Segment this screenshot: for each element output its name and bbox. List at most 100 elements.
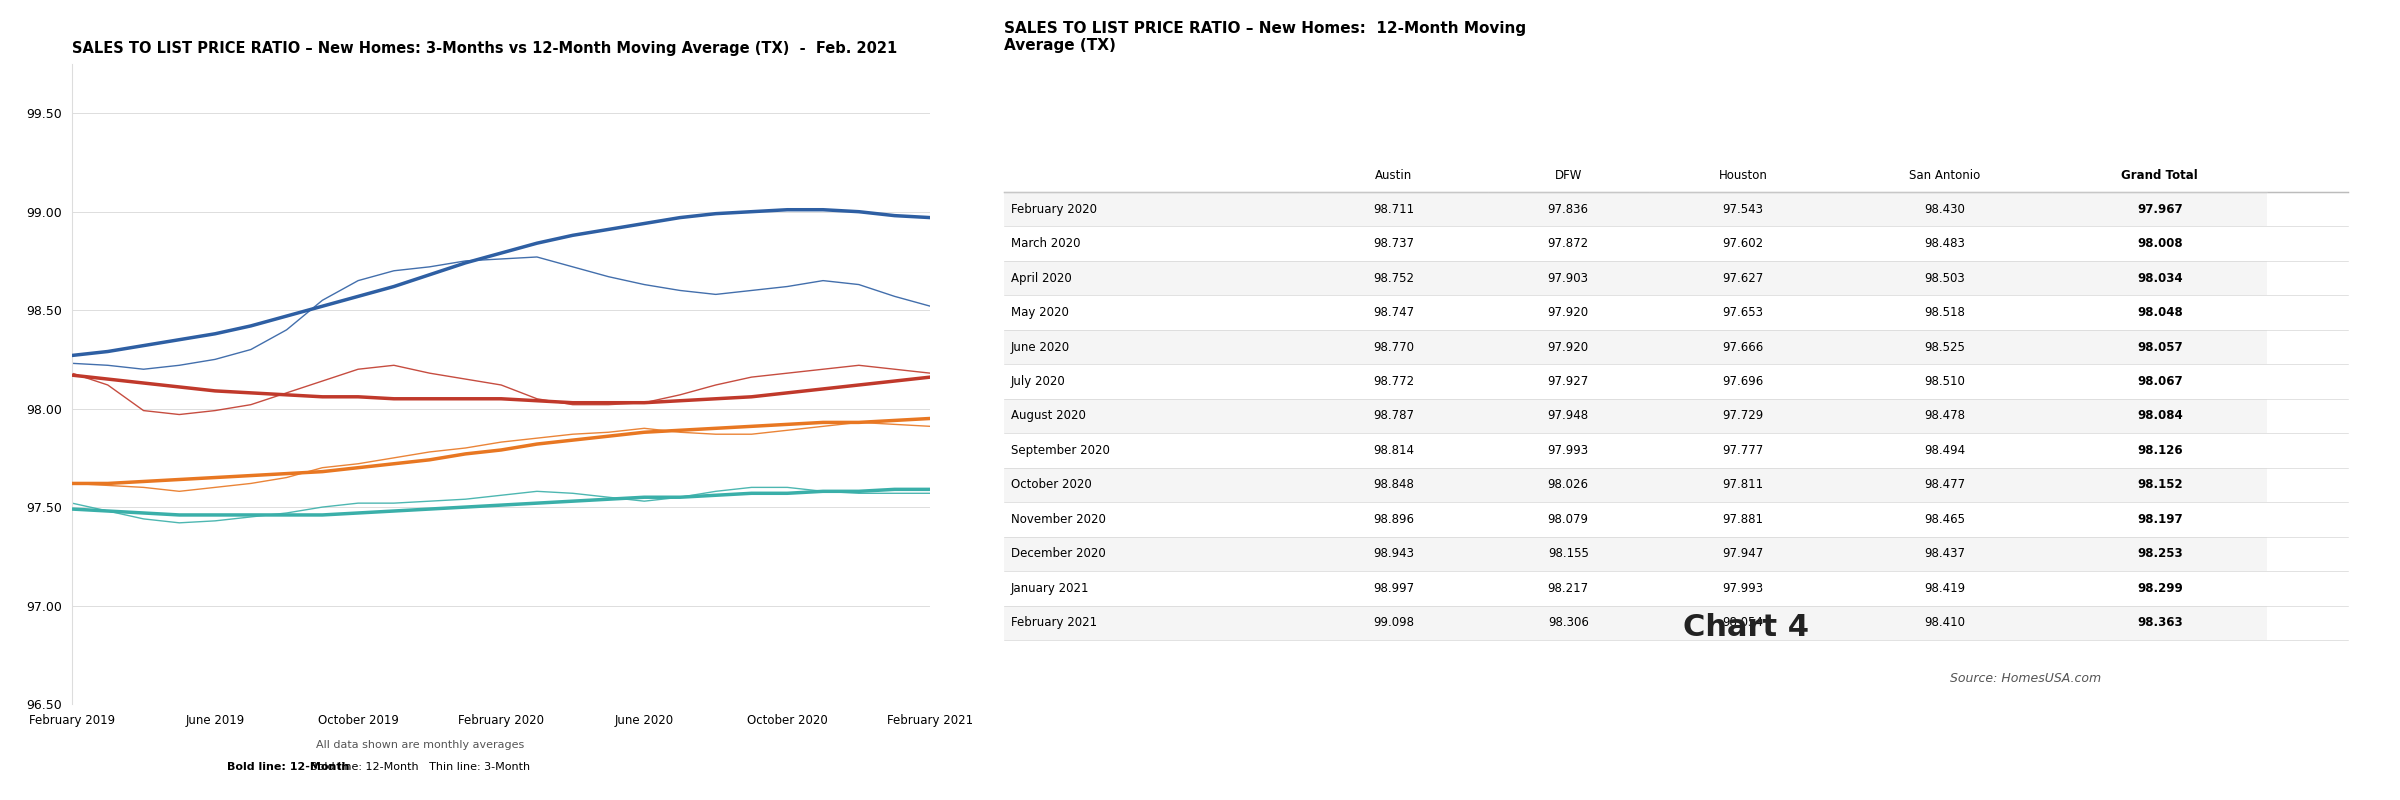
Bar: [1649, 606, 1836, 640]
Bar: [1649, 468, 1836, 502]
Text: 98.997: 98.997: [1373, 582, 1414, 595]
Text: 98.084: 98.084: [2136, 410, 2182, 422]
Text: March 2020: March 2020: [1010, 237, 1080, 250]
Bar: [2052, 192, 2268, 226]
Bar: [1298, 192, 1488, 226]
Text: 98.363: 98.363: [2136, 616, 2182, 630]
Bar: [1488, 295, 1649, 330]
Text: September 2020: September 2020: [1010, 444, 1109, 457]
Text: Bold line: 12-Month   Thin line: 3-Month: Bold line: 12-Month Thin line: 3-Month: [310, 762, 530, 771]
Bar: [1298, 537, 1488, 571]
Text: November 2020: November 2020: [1010, 513, 1106, 526]
Text: 98.299: 98.299: [2136, 582, 2182, 595]
Bar: [1003, 330, 1298, 364]
Bar: [1649, 295, 1836, 330]
Bar: [1836, 606, 2052, 640]
Bar: [2052, 434, 2268, 468]
Bar: [1003, 468, 1298, 502]
Bar: [1649, 261, 1836, 295]
Text: August 2020: August 2020: [1010, 410, 1085, 422]
Bar: [1488, 192, 1649, 226]
Bar: [1003, 295, 1298, 330]
Bar: [1649, 502, 1836, 537]
Text: July 2020: July 2020: [1010, 375, 1066, 388]
Text: January 2021: January 2021: [1010, 582, 1090, 595]
Text: 98.057: 98.057: [2136, 341, 2182, 354]
Text: 97.947: 97.947: [1723, 547, 1764, 560]
Text: 98.477: 98.477: [1925, 478, 1966, 491]
Bar: [1488, 226, 1649, 261]
Bar: [1836, 364, 2052, 398]
Bar: [1003, 364, 1298, 398]
Text: 98.419: 98.419: [1925, 582, 1966, 595]
Text: 97.967: 97.967: [2136, 202, 2182, 216]
Text: 98.518: 98.518: [1925, 306, 1966, 319]
Text: Houston: Houston: [1718, 169, 1766, 182]
Bar: [1488, 571, 1649, 606]
Bar: [1298, 502, 1488, 537]
Text: October 2020: October 2020: [1010, 478, 1092, 491]
Bar: [1298, 261, 1488, 295]
Text: 98.437: 98.437: [1925, 547, 1966, 560]
Bar: [1836, 295, 2052, 330]
Text: 97.920: 97.920: [1548, 306, 1589, 319]
Text: 98.067: 98.067: [2136, 375, 2182, 388]
Text: SALES TO LIST PRICE RATIO – New Homes:  12-Month Moving
Average (TX): SALES TO LIST PRICE RATIO – New Homes: 1…: [1003, 21, 1526, 53]
Bar: [1836, 468, 2052, 502]
Bar: [1836, 192, 2052, 226]
Bar: [1488, 502, 1649, 537]
Text: 98.306: 98.306: [1548, 616, 1589, 630]
Text: 98.711: 98.711: [1373, 202, 1414, 216]
Text: Chart 4: Chart 4: [1682, 613, 1810, 642]
Text: June 2020: June 2020: [1010, 341, 1070, 354]
Text: Austin: Austin: [1375, 169, 1411, 182]
Text: 97.729: 97.729: [1723, 410, 1764, 422]
Text: December 2020: December 2020: [1010, 547, 1106, 560]
Bar: [1649, 364, 1836, 398]
Text: 98.465: 98.465: [1925, 513, 1966, 526]
Text: May 2020: May 2020: [1010, 306, 1068, 319]
Bar: [1488, 261, 1649, 295]
Bar: [1298, 468, 1488, 502]
Text: February 2021: February 2021: [1010, 616, 1097, 630]
Text: 98.253: 98.253: [2136, 547, 2182, 560]
Text: 98.048: 98.048: [2136, 306, 2182, 319]
Text: DFW: DFW: [1555, 169, 1582, 182]
Text: 97.627: 97.627: [1723, 272, 1764, 285]
Bar: [1836, 330, 2052, 364]
Text: 97.993: 97.993: [1548, 444, 1589, 457]
Text: 98.503: 98.503: [1925, 272, 1966, 285]
Bar: [1003, 261, 1298, 295]
Bar: [1488, 398, 1649, 434]
Text: 98.126: 98.126: [2136, 444, 2182, 457]
Text: 98.152: 98.152: [2136, 478, 2182, 491]
Bar: [1003, 226, 1298, 261]
Bar: [1649, 192, 1836, 226]
Text: 97.696: 97.696: [1723, 375, 1764, 388]
Text: San Antonio: San Antonio: [1908, 169, 1980, 182]
Bar: [1488, 434, 1649, 468]
Bar: [1003, 434, 1298, 468]
Text: 98.772: 98.772: [1373, 375, 1414, 388]
Bar: [1298, 606, 1488, 640]
Text: 98.510: 98.510: [1925, 375, 1966, 388]
Text: 98.525: 98.525: [1925, 341, 1966, 354]
Bar: [1003, 606, 1298, 640]
Bar: [1298, 571, 1488, 606]
Bar: [2052, 502, 2268, 537]
Text: 98.410: 98.410: [1925, 616, 1966, 630]
Bar: [2052, 261, 2268, 295]
Bar: [1649, 226, 1836, 261]
Text: February 2020: February 2020: [1010, 202, 1097, 216]
Text: Bold line: 12-Month: Bold line: 12-Month: [226, 762, 350, 771]
Bar: [1298, 330, 1488, 364]
Bar: [1836, 398, 2052, 434]
Bar: [1003, 571, 1298, 606]
Text: 99.098: 99.098: [1373, 616, 1414, 630]
Text: All data shown are monthly averages: All data shown are monthly averages: [317, 740, 523, 750]
Bar: [1488, 364, 1649, 398]
Bar: [1003, 192, 1298, 226]
Text: 98.008: 98.008: [2136, 237, 2182, 250]
Text: 98.478: 98.478: [1925, 410, 1966, 422]
Bar: [2052, 295, 2268, 330]
